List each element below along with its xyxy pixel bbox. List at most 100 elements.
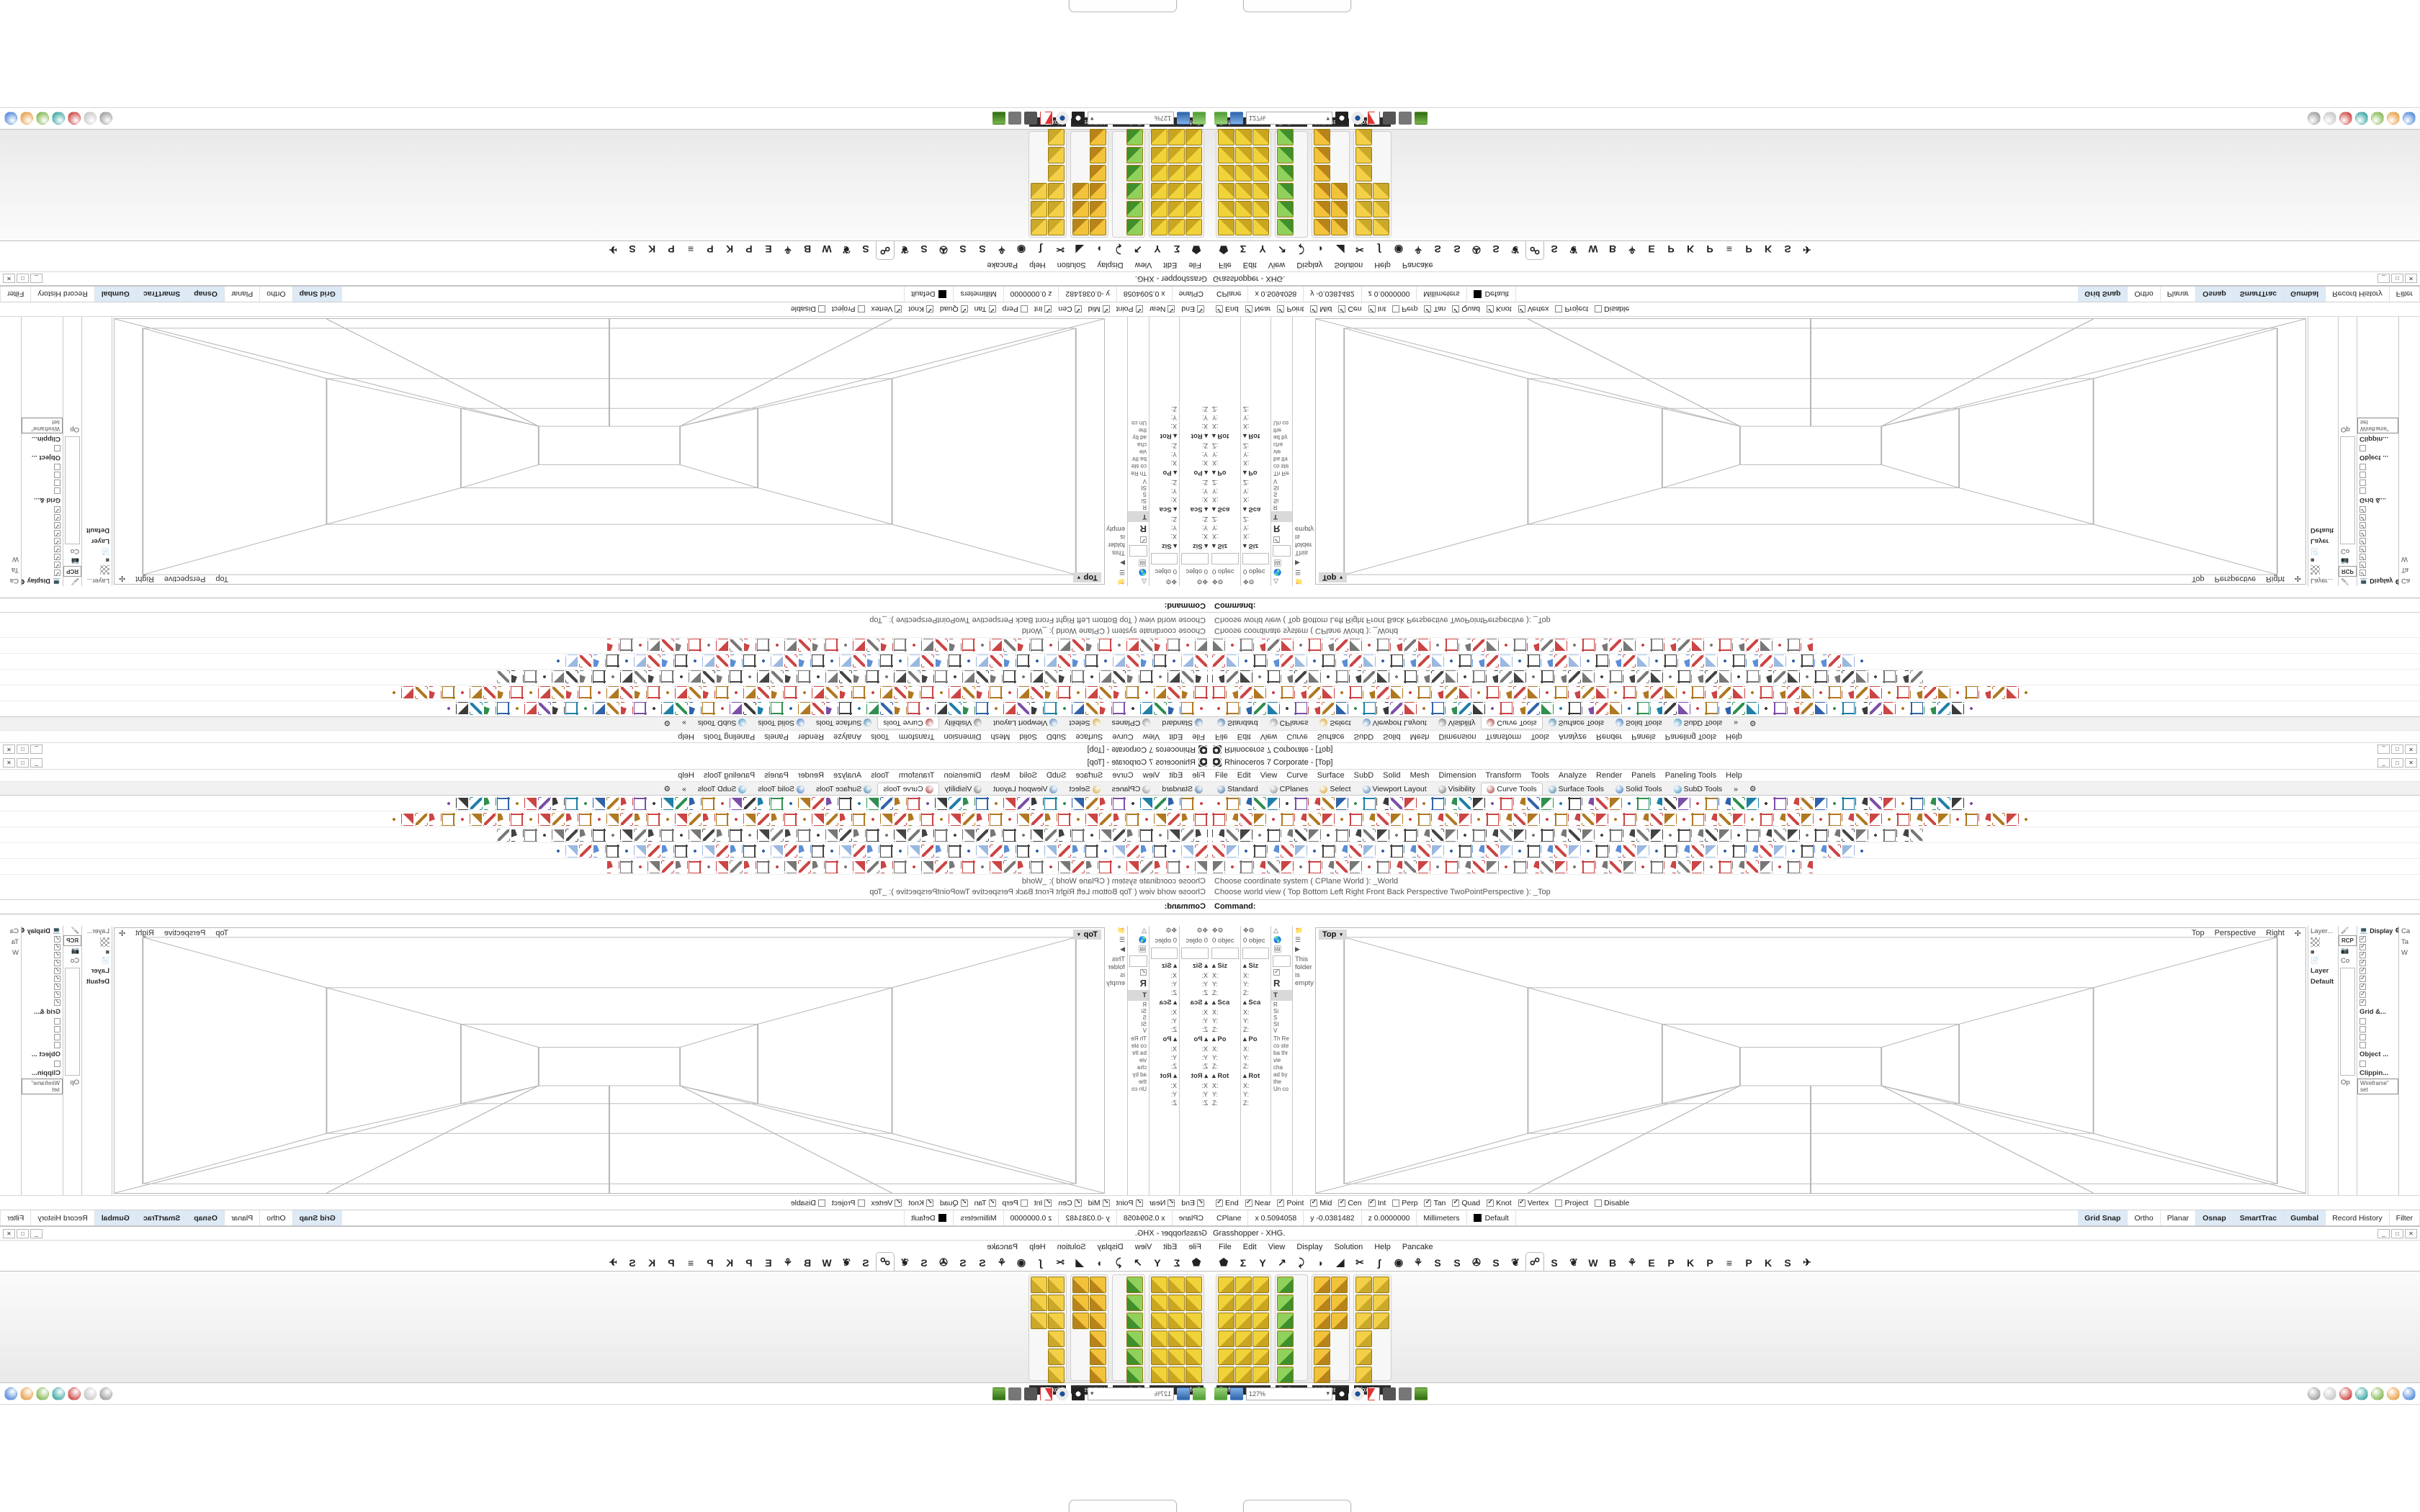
rhino-tool-icon[interactable] <box>1664 702 1677 716</box>
gh-tab-lt[interactable]: ≡ <box>687 243 694 256</box>
rhino-tool-icon[interactable] <box>1718 654 1731 668</box>
gh-tab-fly[interactable]: ✈ <box>1803 244 1811 256</box>
rhino-tool-icon[interactable] <box>1267 639 1280 652</box>
osnap-point[interactable]: Point <box>1116 305 1143 314</box>
gh-component-icon[interactable] <box>1235 1277 1252 1293</box>
rhino-tool-icon[interactable] <box>1869 796 1882 810</box>
rhino-menu-view[interactable]: View <box>1260 771 1278 780</box>
gh-component-icon[interactable] <box>1030 219 1047 235</box>
rhino-tool-icon[interactable] <box>1582 654 1595 668</box>
rhino-tool-icon[interactable] <box>757 654 770 668</box>
rhino-tool-icon[interactable] <box>935 860 948 873</box>
rhino-tool-icon[interactable] <box>1801 639 1814 652</box>
rhino-tool-icon[interactable] <box>1513 654 1526 668</box>
folder-icon[interactable]: 📁 <box>1116 927 1125 934</box>
rhino-menu-solid[interactable]: Solid <box>1383 732 1401 741</box>
status-toggle-grid-snap[interactable]: Grid Snap <box>292 1210 342 1225</box>
rhino-tool-icon[interactable] <box>1541 670 1554 684</box>
rhino-tool-icon[interactable] <box>743 812 756 826</box>
rhino-menu-paneling-tools[interactable]: Paneling Tools <box>1664 771 1717 780</box>
osnap-vertex[interactable]: Vertex <box>1518 1198 1549 1207</box>
rhino-tool-icon[interactable] <box>1541 829 1554 842</box>
rhino-menu-curve[interactable]: Curve <box>1112 732 1134 741</box>
gh-tab-weaverbird[interactable]: ❦ <box>842 1256 851 1268</box>
gh-tab-s3[interactable]: S <box>920 1256 928 1269</box>
rhino-tool-icon[interactable] <box>1099 702 1112 716</box>
status-toggle-smarttrac[interactable]: SmartTrac <box>135 1210 187 1225</box>
rhino-menu-analyze[interactable]: Analyze <box>833 771 862 780</box>
rhino-tool-icon[interactable] <box>1113 639 1126 652</box>
osnap-knot[interactable]: Knot <box>908 1199 933 1207</box>
gh-component-icon[interactable] <box>1373 1295 1390 1311</box>
rhino-tool-icon[interactable] <box>1308 639 1321 652</box>
checkbox[interactable] <box>1518 305 1525 313</box>
gh-node-remap[interactable]: ValueSourceTargetMappedClipped <box>1069 1500 1177 1512</box>
gh-publish-icon[interactable] <box>992 1387 1005 1400</box>
rhino-tool-icon[interactable] <box>387 812 400 826</box>
gh-component-icon[interactable] <box>1090 1295 1107 1311</box>
gh-tab-e1[interactable]: E <box>765 1256 772 1269</box>
rhino-tool-icon[interactable] <box>1732 828 1745 842</box>
rhino-tool-icon[interactable] <box>1746 654 1759 668</box>
rhino-tool-icon[interactable] <box>1677 654 1690 668</box>
gh-tab-intersect[interactable]: ✂ <box>1355 1256 1364 1268</box>
gh-tab-surface[interactable]: ◗ <box>1095 1256 1103 1269</box>
render-checkbox[interactable] <box>1273 968 1280 976</box>
status-toggle-gumbal[interactable]: Gumbal <box>94 1210 136 1225</box>
status-toggle-grid-snap[interactable]: Grid Snap <box>292 287 342 302</box>
rhino-tool-icon[interactable] <box>1212 654 1225 668</box>
rhino-tool-icon[interactable] <box>1181 639 1194 652</box>
rhino-tool-icon[interactable] <box>839 844 852 858</box>
rhino-tool-icon[interactable] <box>894 828 907 842</box>
rhino-tool-icon[interactable] <box>1417 639 1430 652</box>
globe-icon[interactable]: 🌎 <box>1273 936 1282 943</box>
rhino-tool-icon[interactable] <box>962 844 975 858</box>
gh-menu-solution[interactable]: Solution <box>1057 261 1086 270</box>
rhino-tool-icon[interactable] <box>1031 844 1044 858</box>
status-z[interactable]: z 0.0000000 <box>1003 1210 1059 1225</box>
pill-icon[interactable] <box>2323 112 2336 125</box>
gh-component-icon[interactable] <box>1277 1331 1294 1347</box>
rhino-menu-mesh[interactable]: Mesh <box>1410 771 1430 780</box>
rhino-tool-icon[interactable] <box>757 828 770 842</box>
gh-profiler-icon[interactable] <box>1383 112 1396 125</box>
rhino-tool-icon[interactable] <box>990 796 1003 810</box>
panel-file-browser[interactable]: 📁 ☰ ▶ This folder is empty. <box>1292 926 1314 1195</box>
rhino-tool-icon[interactable] <box>1099 670 1112 684</box>
gh-component-icon[interactable] <box>1330 1277 1348 1293</box>
gh-component-icon[interactable] <box>1313 219 1330 235</box>
osnap-disable[interactable]: Disable <box>1595 305 1629 314</box>
rhino-tool-icon[interactable] <box>442 796 455 810</box>
rhino-tool-icon[interactable] <box>1965 796 1978 810</box>
rhino-tool-icon[interactable] <box>620 639 633 652</box>
status-toggle-filter[interactable]: Filter <box>0 1210 31 1225</box>
gh-tab-s5[interactable]: S <box>629 1256 636 1269</box>
gh-tab-pufferfish[interactable]: ❦ <box>1511 1256 1520 1268</box>
rhino-tool-icon[interactable] <box>1855 828 1868 842</box>
rhino-tool-icon[interactable] <box>1322 686 1335 700</box>
gh-tab-display[interactable]: ◉ <box>1016 1256 1026 1268</box>
rhino-tool-icon[interactable] <box>1126 828 1139 842</box>
sphere-red-icon[interactable] <box>2339 112 2352 125</box>
viewport-tab-perspective[interactable]: Perspective <box>2214 575 2257 583</box>
rhino-tool-icon[interactable] <box>1472 686 1485 700</box>
rhino-viewport-top[interactable]: Top ▾ <box>114 318 1105 585</box>
rhino-tool-icon[interactable] <box>853 639 866 652</box>
sphere-teal-icon[interactable] <box>52 1387 65 1400</box>
brush-icon[interactable]: 🖌 <box>2341 927 2349 934</box>
rhino-tool-icon[interactable] <box>1664 796 1677 810</box>
checkbox[interactable] <box>926 1199 933 1207</box>
gh-component-icon[interactable] <box>1330 201 1348 217</box>
gh-component-icon[interactable] <box>1126 183 1143 199</box>
rhino-toolbar-row-2[interactable] <box>0 685 1210 701</box>
gh-tab-mesh[interactable]: ◢ <box>1075 244 1084 256</box>
gh-tab-maths[interactable]: Σ <box>1240 243 1247 256</box>
rhino-tool-icon[interactable] <box>1376 844 1389 858</box>
rhino-tool-icon[interactable] <box>689 654 702 668</box>
rhino-tool-icon[interactable] <box>962 654 975 668</box>
rhino-tool-icon[interactable] <box>675 812 688 826</box>
rhino-tool-icon[interactable] <box>1140 670 1153 684</box>
gh-tab-p3[interactable]: P <box>1745 1256 1752 1269</box>
rhino-tool-icon[interactable] <box>1896 702 1909 716</box>
rhino-tool-icon[interactable] <box>1500 639 1512 652</box>
